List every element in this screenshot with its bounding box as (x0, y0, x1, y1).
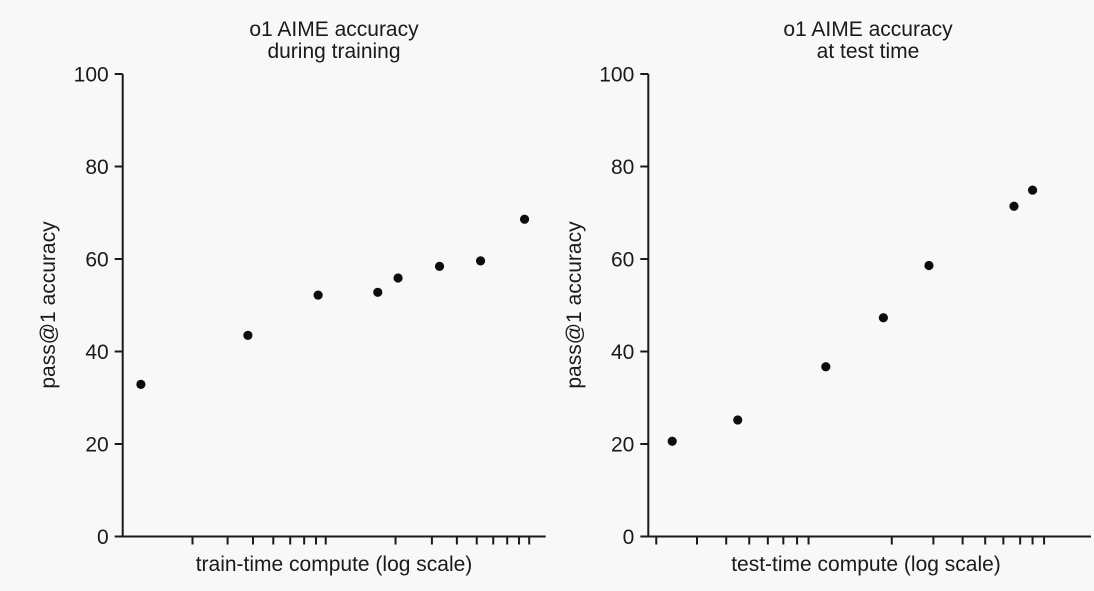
y-tick-label: 20 (85, 434, 108, 457)
chart-test-time: 0 20 40 60 80 100 (599, 64, 1091, 549)
data-point (667, 436, 677, 446)
data-point (434, 261, 445, 271)
chart-title-train-time: o1 AIME accuracy during training (249, 18, 419, 63)
chart-train-time: 0 20 40 60 80 100 (74, 64, 546, 549)
y-tick-label: 80 (611, 156, 634, 179)
data-point (1009, 201, 1019, 211)
data-point (373, 287, 383, 297)
y-tick-label: 60 (85, 249, 108, 272)
y-tick-label: 100 (599, 64, 634, 87)
data-point (136, 379, 146, 389)
y-axis-label-train-time: pass@1 accuracy (37, 221, 60, 389)
y-tick-label: 100 (74, 64, 109, 87)
x-axis-label-test-time: test-time compute (log scale) (731, 553, 1001, 576)
y-tick-label: 40 (85, 341, 108, 364)
data-point (243, 330, 253, 340)
y-axis-label-test-time: pass@1 accuracy (563, 221, 586, 389)
data-point (393, 273, 403, 283)
data-point (1027, 185, 1038, 195)
y-tick-label: 40 (611, 341, 634, 364)
data-point (475, 256, 486, 266)
y-tick-label: 60 (611, 249, 634, 272)
x-axis-label-train-time: train-time compute (log scale) (195, 553, 473, 576)
data-point (313, 290, 323, 300)
y-tick-label: 20 (611, 434, 634, 457)
data-point (519, 214, 530, 224)
data-point (733, 415, 743, 425)
data-point (821, 362, 831, 372)
y-tick-label: 80 (85, 156, 108, 179)
data-point (878, 313, 888, 323)
y-tick-label: 0 (97, 526, 109, 549)
y-tick-label: 0 (623, 526, 635, 549)
chart-title-test-time: o1 AIME accuracy at test time (783, 18, 953, 63)
data-point (924, 260, 934, 271)
